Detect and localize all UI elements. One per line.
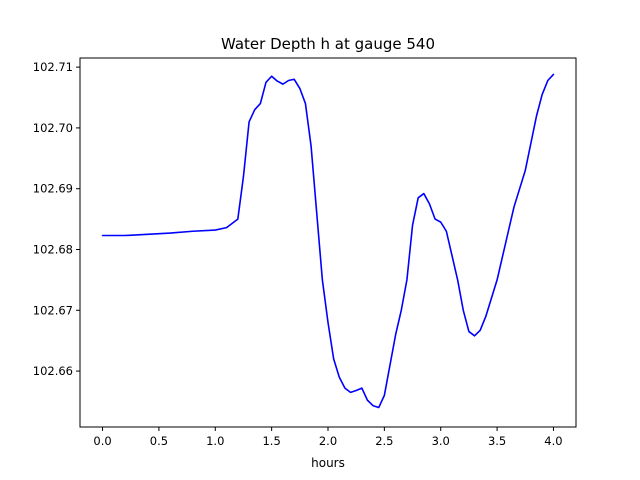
x-tick-label: 0.0	[93, 434, 111, 448]
y-tick-label: 102.67	[33, 303, 73, 317]
y-tick-label: 102.71	[33, 60, 73, 74]
x-tick-label: 1.5	[262, 434, 280, 448]
x-axis-label: hours	[311, 456, 345, 470]
x-tick-label: 0.5	[150, 434, 168, 448]
x-tick-label: 2.0	[319, 434, 337, 448]
y-tick-label: 102.66	[33, 364, 73, 378]
x-tick-label: 3.5	[488, 434, 506, 448]
x-tick-label: 2.5	[375, 434, 393, 448]
y-axis-ticks: 102.66 102.67 102.68 102.69 102.70 102.71	[33, 60, 80, 378]
y-tick-label: 102.70	[33, 121, 73, 135]
x-tick-label: 3.0	[432, 434, 450, 448]
plot-area	[101, 73, 555, 409]
x-tick-label: 4.0	[544, 434, 562, 448]
y-tick-label: 102.69	[33, 182, 73, 196]
y-tick-label: 102.68	[33, 242, 73, 256]
x-axis-ticks: 0.0 0.5 1.0 1.5 2.0 2.5 3.0 3.5 4.0	[93, 427, 563, 448]
x-tick-label: 1.0	[206, 434, 224, 448]
chart-title: Water Depth h at gauge 540	[221, 35, 435, 53]
series-line-0	[101, 73, 555, 409]
